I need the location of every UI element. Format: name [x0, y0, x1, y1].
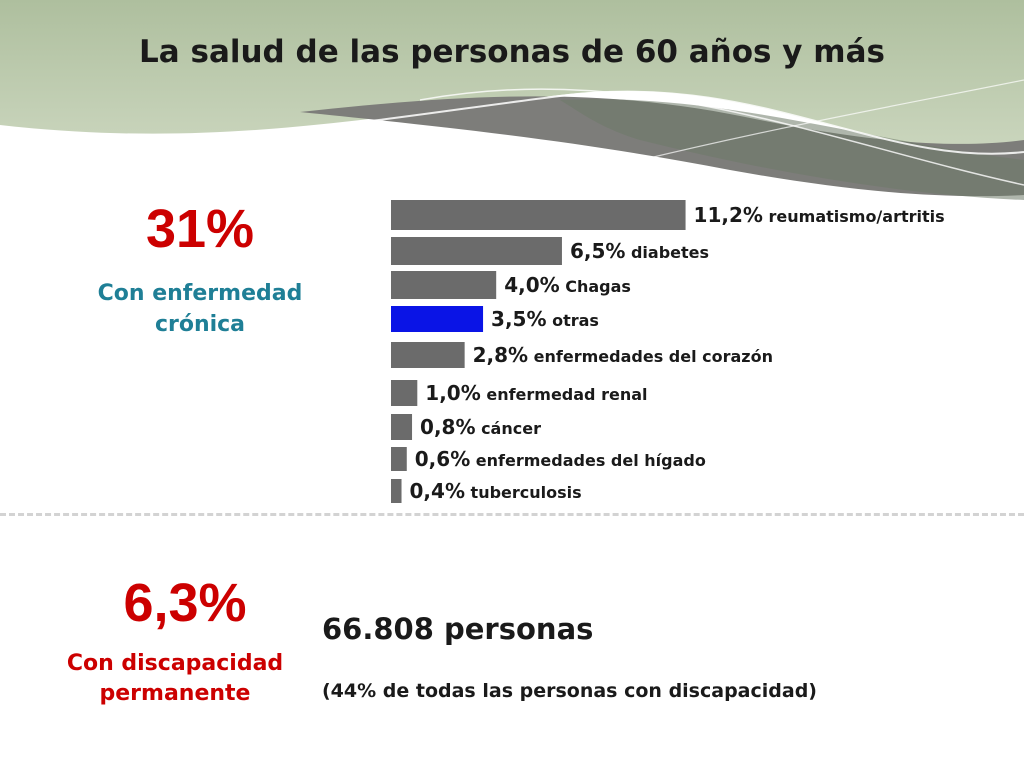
bar-value-label: 11,2%	[694, 203, 763, 227]
bar-category-label: enfermedad renal	[481, 385, 648, 404]
disability-label: Con discapacidad permanente	[20, 649, 330, 709]
bar-category-label: tuberculosis	[465, 483, 582, 502]
bar-label-4: 3,5% otras	[491, 307, 599, 331]
chronic-disease-label: Con enfermedad crónica	[60, 278, 340, 340]
bar-category-label: cáncer	[476, 419, 542, 438]
bar-value-label: 6,5%	[570, 239, 625, 263]
disability-label-line1: Con discapacidad	[66, 651, 284, 676]
bar-6	[391, 380, 418, 406]
disability-persons-count: 66.808 personas	[322, 612, 594, 646]
bar-2	[391, 237, 562, 265]
bar-value-label: 0,8%	[420, 415, 475, 439]
disease-bar-chart: 11,2% reumatismo/artritis 6,5% diabetes 4,…	[391, 200, 945, 503]
bar-value-label: 2,8%	[473, 343, 528, 367]
bar-8	[391, 447, 407, 471]
bar-label-2: 6,5% diabetes	[570, 239, 709, 263]
chronic-disease-label-line2: crónica	[154, 312, 246, 337]
bar-value-label: 1,0%	[425, 381, 480, 405]
bar-value-label: 4,0%	[504, 273, 559, 297]
header-background-waves	[0, 0, 1024, 200]
bar-category-label: Chagas	[560, 277, 631, 296]
disability-persons-note: (44% de todas las personas con discapaci…	[322, 680, 817, 702]
bar-7	[391, 414, 413, 440]
bar-category-label: diabetes	[625, 243, 709, 262]
bar-1	[391, 200, 686, 230]
bar-label-1: 11,2% reumatismo/artritis	[694, 203, 945, 227]
bar-4	[391, 306, 484, 332]
bar-value-label: 0,6%	[415, 447, 470, 471]
section-divider	[0, 513, 1024, 516]
bar-label-5: 2,8% enfermedades del corazón	[473, 343, 773, 367]
bar-label-8: 0,6% enfermedades del hígado	[415, 447, 706, 471]
bar-label-7: 0,8% cáncer	[420, 415, 541, 439]
bar-5	[391, 342, 465, 368]
chronic-disease-percentage: 31%	[145, 199, 255, 259]
bar-category-label: enfermedades del corazón	[528, 347, 773, 366]
bar-category-label: reumatismo/artritis	[763, 207, 945, 226]
disability-percentage: 6,3%	[123, 573, 247, 633]
bar-category-label: enfermedades del hígado	[470, 451, 706, 470]
bar-label-9: 0,4% tuberculosis	[410, 479, 582, 503]
page-title: La salud de las personas de 60 años y má…	[139, 34, 885, 70]
bar-3	[391, 271, 497, 299]
disability-label-line2: permanente	[99, 681, 251, 706]
bar-category-label: otras	[547, 311, 599, 330]
bar-value-label: 0,4%	[410, 479, 465, 503]
bar-value-label: 3,5%	[491, 307, 546, 331]
bar-label-3: 4,0% Chagas	[504, 273, 631, 297]
bar-label-6: 1,0% enfermedad renal	[425, 381, 647, 405]
chronic-disease-label-line1: Con enfermedad	[97, 281, 303, 306]
bar-9	[391, 479, 402, 503]
